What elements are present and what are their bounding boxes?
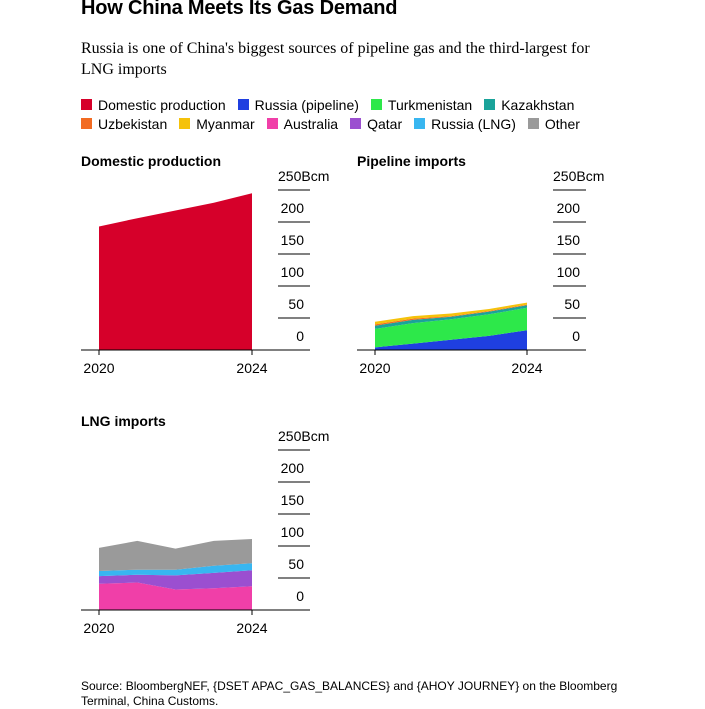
x-tick-label: 2020 <box>83 620 114 636</box>
legend-item: Russia (pipeline) <box>237 95 359 114</box>
y-tick-label: 0 <box>296 588 304 604</box>
y-tick-label: 0 <box>572 328 580 344</box>
legend-item: Other <box>527 114 580 133</box>
x-tick-label: 2020 <box>83 360 114 376</box>
legend-label: Domestic production <box>98 96 226 113</box>
y-tick-label: 100 <box>281 264 305 280</box>
legend-label: Other <box>544 115 580 132</box>
source-note: Source: BloombergNEF, {DSET APAC_GAS_BAL… <box>81 679 618 708</box>
y-tick-label: 150 <box>281 492 305 508</box>
legend-item: Turkmenistan <box>370 95 473 114</box>
x-tick-label: 2024 <box>511 360 542 376</box>
y-tick-label: 250Bcm <box>278 428 329 444</box>
chart-subtitle: Russia is one of China's biggest sources… <box>81 40 590 78</box>
legend-swatch <box>370 99 382 110</box>
panel-title: LNG imports <box>81 413 166 429</box>
legend-item: Uzbekistan <box>81 114 167 133</box>
legend-swatch <box>81 118 92 129</box>
y-tick-label: 250Bcm <box>553 168 604 184</box>
x-tick-label: 2024 <box>236 620 267 636</box>
legend-swatch <box>237 99 249 110</box>
area-series-kazakhstan <box>375 305 527 329</box>
area-series-myanmar <box>375 302 527 325</box>
legend-item: Domestic production <box>81 95 226 114</box>
legend-label: Uzbekistan <box>98 115 168 132</box>
legend-swatch <box>350 118 362 129</box>
x-tick-label: 2020 <box>359 360 390 376</box>
area-series-turkmenistan <box>375 307 527 348</box>
y-tick-label: 150 <box>281 232 305 248</box>
legend-item: Russia (LNG) <box>414 114 516 133</box>
legend-label: Turkmenistan <box>387 96 473 113</box>
y-tick-label: 50 <box>288 296 304 312</box>
legend-item: Qatar <box>350 114 402 133</box>
y-tick-label: 150 <box>557 232 581 248</box>
legend-label: Myanmar <box>196 115 255 132</box>
legend-item: Myanmar <box>179 114 255 133</box>
y-tick-label: 250Bcm <box>278 168 329 184</box>
legend-label: Qatar <box>367 115 403 132</box>
legend-label: Russia (pipeline) <box>254 96 359 113</box>
legend-row: Uzbekistan Myanmar Australia Qatar Russia (L… <box>81 114 641 133</box>
area-series-other <box>99 539 252 571</box>
y-tick-label: 100 <box>281 524 305 540</box>
legend-label: Kazakhstan <box>501 96 575 113</box>
legend-item: Kazakhstan <box>484 95 574 114</box>
y-tick-label: 50 <box>288 556 304 572</box>
y-tick-label: 0 <box>296 328 304 344</box>
y-tick-label: 200 <box>281 460 305 476</box>
chart-title: How China Meets Its Gas Demand <box>81 0 398 19</box>
area-series-australia <box>99 582 252 610</box>
legend-item: Australia <box>266 114 339 133</box>
area-series-qatar <box>99 570 252 590</box>
legend: Domestic production Russia (pipeline) Turk… <box>81 95 641 133</box>
y-tick-label: 200 <box>281 200 305 216</box>
legend-swatch <box>81 99 92 110</box>
area-series-domestic-production <box>99 193 252 350</box>
area-series-russia-lng <box>99 563 252 577</box>
panel-title: Domestic production <box>81 153 221 169</box>
legend-swatch <box>484 99 496 110</box>
legend-label: Russia (LNG) <box>431 115 516 132</box>
y-tick-label: 200 <box>557 200 581 216</box>
legend-swatch <box>527 118 539 129</box>
x-tick-label: 2024 <box>236 360 267 376</box>
panel-title: Pipeline imports <box>357 153 466 169</box>
legend-swatch <box>414 118 426 129</box>
y-tick-label: 100 <box>557 264 581 280</box>
legend-swatch <box>266 118 278 129</box>
y-tick-label: 50 <box>564 296 580 312</box>
area-series-russia-pipeline <box>375 330 527 350</box>
legend-swatch <box>179 118 191 129</box>
legend-row: Domestic production Russia (pipeline) Turk… <box>81 95 641 114</box>
legend-label: Australia <box>283 115 339 132</box>
